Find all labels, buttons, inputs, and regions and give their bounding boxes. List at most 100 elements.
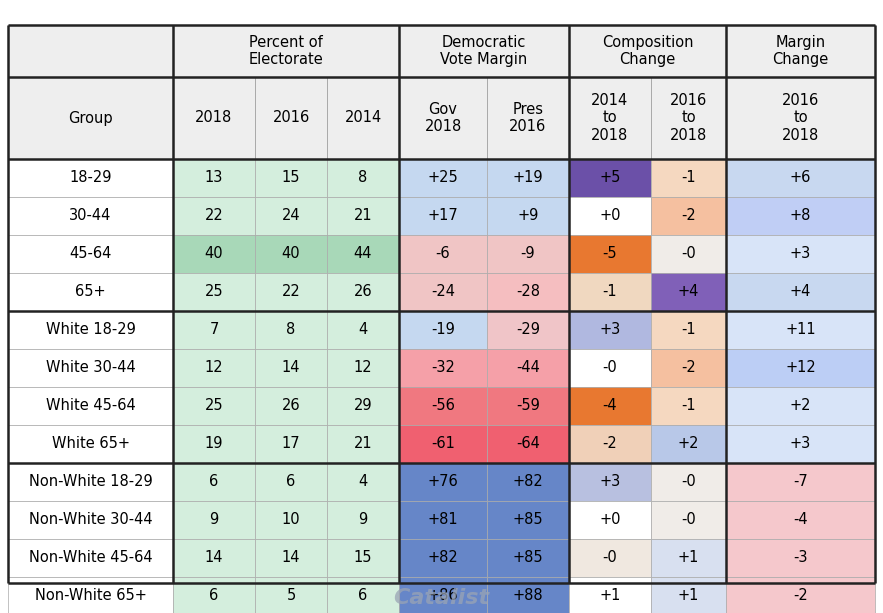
Bar bbox=[173, 25, 399, 77]
Bar bbox=[487, 77, 569, 159]
Bar bbox=[399, 577, 487, 613]
Bar bbox=[399, 235, 487, 273]
Text: 5: 5 bbox=[286, 588, 296, 604]
Bar bbox=[399, 425, 487, 463]
Text: -29: -29 bbox=[516, 322, 540, 338]
Bar bbox=[726, 197, 875, 235]
Text: 29: 29 bbox=[354, 398, 373, 414]
Text: Non-White 30-44: Non-White 30-44 bbox=[28, 512, 152, 528]
Text: +25: +25 bbox=[427, 170, 458, 186]
Text: Composition
Change: Composition Change bbox=[601, 35, 693, 67]
Bar bbox=[8, 197, 173, 235]
Text: -61: -61 bbox=[431, 436, 455, 452]
Bar bbox=[399, 387, 487, 425]
Text: 2016
to
2018: 2016 to 2018 bbox=[781, 93, 819, 143]
Bar bbox=[255, 349, 327, 387]
Text: 6: 6 bbox=[209, 588, 219, 604]
Bar bbox=[726, 387, 875, 425]
Text: 24: 24 bbox=[282, 208, 300, 224]
Text: 12: 12 bbox=[205, 360, 223, 376]
Text: +3: +3 bbox=[600, 474, 621, 490]
Bar bbox=[8, 539, 173, 577]
Text: Catalist: Catalist bbox=[394, 588, 489, 608]
Bar bbox=[487, 159, 569, 197]
Bar bbox=[487, 539, 569, 577]
Text: -2: -2 bbox=[681, 208, 696, 224]
Bar bbox=[726, 25, 875, 77]
Bar bbox=[8, 463, 173, 501]
Bar bbox=[173, 501, 255, 539]
Bar bbox=[8, 577, 173, 613]
Text: 44: 44 bbox=[354, 246, 373, 262]
Text: -1: -1 bbox=[603, 284, 617, 300]
Text: 30-44: 30-44 bbox=[69, 208, 111, 224]
Text: White 18-29: White 18-29 bbox=[46, 322, 135, 338]
Bar bbox=[487, 501, 569, 539]
Text: +2: +2 bbox=[789, 398, 811, 414]
Bar bbox=[173, 425, 255, 463]
Text: 12: 12 bbox=[354, 360, 373, 376]
Text: 6: 6 bbox=[286, 474, 296, 490]
Bar bbox=[8, 159, 173, 197]
Text: -19: -19 bbox=[431, 322, 455, 338]
Bar bbox=[569, 349, 651, 387]
Text: +82: +82 bbox=[513, 474, 543, 490]
Bar bbox=[255, 159, 327, 197]
Text: +3: +3 bbox=[790, 436, 811, 452]
Bar bbox=[173, 539, 255, 577]
Text: 7: 7 bbox=[209, 322, 219, 338]
Bar bbox=[173, 463, 255, 501]
Bar bbox=[399, 349, 487, 387]
Bar bbox=[173, 159, 255, 197]
Bar bbox=[651, 577, 726, 613]
Text: 9: 9 bbox=[358, 512, 367, 528]
Bar bbox=[726, 425, 875, 463]
Bar bbox=[173, 387, 255, 425]
Bar bbox=[651, 539, 726, 577]
Bar bbox=[487, 311, 569, 349]
Text: 2014
to
2018: 2014 to 2018 bbox=[592, 93, 629, 143]
Bar bbox=[651, 387, 726, 425]
Bar bbox=[173, 577, 255, 613]
Bar bbox=[569, 539, 651, 577]
Text: -56: -56 bbox=[431, 398, 455, 414]
Text: +5: +5 bbox=[600, 170, 621, 186]
Text: +1: +1 bbox=[678, 550, 699, 566]
Text: +85: +85 bbox=[513, 512, 543, 528]
Text: +11: +11 bbox=[785, 322, 816, 338]
Bar bbox=[399, 197, 487, 235]
Text: Non-White 65+: Non-White 65+ bbox=[34, 588, 147, 604]
Bar bbox=[569, 577, 651, 613]
Bar bbox=[651, 425, 726, 463]
Text: 22: 22 bbox=[282, 284, 300, 300]
Bar bbox=[569, 25, 726, 77]
Text: 26: 26 bbox=[354, 284, 373, 300]
Bar bbox=[399, 539, 487, 577]
Bar bbox=[327, 463, 399, 501]
Text: 6: 6 bbox=[209, 474, 219, 490]
Bar bbox=[487, 235, 569, 273]
Text: -24: -24 bbox=[431, 284, 455, 300]
Text: -7: -7 bbox=[793, 474, 808, 490]
Bar bbox=[8, 77, 173, 159]
Bar bbox=[8, 387, 173, 425]
Text: 15: 15 bbox=[354, 550, 373, 566]
Text: +4: +4 bbox=[678, 284, 699, 300]
Text: -0: -0 bbox=[681, 474, 696, 490]
Text: +8: +8 bbox=[789, 208, 811, 224]
Bar bbox=[651, 197, 726, 235]
Text: -1: -1 bbox=[681, 398, 696, 414]
Bar bbox=[651, 501, 726, 539]
Bar bbox=[726, 273, 875, 311]
Text: -0: -0 bbox=[602, 550, 617, 566]
Text: 14: 14 bbox=[282, 550, 300, 566]
Text: +19: +19 bbox=[513, 170, 543, 186]
Text: -64: -64 bbox=[516, 436, 540, 452]
Text: -9: -9 bbox=[521, 246, 535, 262]
Bar bbox=[255, 197, 327, 235]
Bar bbox=[8, 425, 173, 463]
Text: Non-White 18-29: Non-White 18-29 bbox=[28, 474, 153, 490]
Bar bbox=[569, 387, 651, 425]
Text: 15: 15 bbox=[282, 170, 300, 186]
Text: -59: -59 bbox=[516, 398, 540, 414]
